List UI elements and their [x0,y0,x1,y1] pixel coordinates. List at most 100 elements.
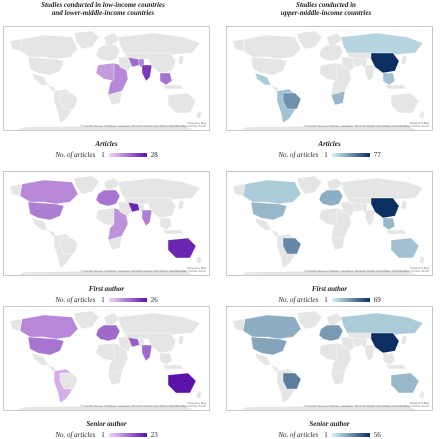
legend-min: 1 [324,430,328,439]
region-mexico [31,352,49,366]
region-australia [167,237,197,259]
region-indonesia [161,229,185,235]
region-s-africa [107,235,123,251]
world-map-svg [9,310,203,410]
region-antarctica [17,269,195,275]
map-attribution-powered: Powered by Bing [410,267,429,270]
region-usa [27,201,65,221]
region-brazil [282,372,302,390]
region-australia [390,237,420,259]
map-panel-5: Powered by Bing © Australian Bureau of S… [3,306,210,439]
region-uk-eu [318,324,344,342]
region-mexico [254,352,272,366]
region-japan [400,334,408,346]
panel-caption: Senior author [86,420,127,428]
legend-gradient-bar [331,297,370,302]
region-uk-eu [95,189,121,207]
region-china [147,332,177,354]
region-russia [340,32,424,56]
region-usa [250,201,288,221]
world-map-svg [232,30,426,130]
region-china [370,332,400,354]
region-central-asia [123,52,151,60]
region-alaska [232,318,246,332]
region-usa [250,56,288,76]
region-canada [19,314,79,340]
region-indonesia [161,84,185,90]
panel-caption: Senior author [309,420,350,428]
map-attribution: Powered by Bing © Australian Bureau of S… [304,402,429,408]
map-attribution-copyright: © Australian Bureau of Statistics, GeoNa… [303,125,429,128]
world-map: Powered by Bing © Australian Bureau of S… [3,306,210,411]
region-india [141,64,153,82]
world-map-svg [9,175,203,275]
legend-min: 1 [101,430,105,439]
region-russia [117,32,201,56]
map-attribution-copyright: © Australian Bureau of Statistics, GeoNa… [80,125,206,128]
region-australia [390,92,420,114]
region-central [47,364,57,372]
region-antarctica [240,404,418,410]
region-s-africa [330,90,346,106]
column-heading-left: Studies conducted in low-income countrie… [3,1,203,17]
region-mexico [31,217,49,231]
region-greenland [73,30,100,50]
map-panel-1: Powered by Bing © Australian Bureau of S… [3,26,210,159]
region-s-africa [330,235,346,251]
region-canada [242,314,302,340]
region-scandinavia [326,312,344,326]
region-central-asia [346,52,374,60]
legend-gradient-bar [108,152,147,157]
panel-caption: Articles [95,140,118,148]
world-map: Powered by Bing © Australian Bureau of S… [3,171,210,276]
region-india [141,209,153,227]
region-nz [418,110,426,120]
region-nz [195,255,203,265]
region-central-asia [123,197,151,205]
region-alaska [9,318,23,332]
region-india [364,64,376,82]
map-panel-4: Powered by Bing © Australian Bureau of S… [226,171,433,304]
legend-max: 77 [373,150,381,159]
region-greenland [296,310,323,330]
map-attribution: Powered by Bing © Australian Bureau of S… [304,267,429,273]
region-russia [340,177,424,201]
legend-label: No. of articles [55,295,96,304]
region-central-asia [123,332,151,340]
map-attribution-powered: Powered by Bing [410,402,429,405]
world-map: Powered by Bing © Australian Bureau of S… [226,26,433,131]
region-australia [390,372,420,394]
region-se-asia [159,352,173,366]
region-canada [19,34,79,60]
region-india [364,209,376,227]
region-central [270,84,280,92]
map-attribution-powered: Powered by Bing [410,122,429,125]
region-central-asia [346,197,374,205]
map-attribution: Powered by Bing © Australian Bureau of S… [81,402,206,408]
region-nz [418,255,426,265]
region-greenland [296,30,323,50]
region-russia [117,177,201,201]
map-legend: No. of articles 1 28 [3,150,210,159]
region-s-africa [107,370,123,386]
world-map: Powered by Bing © Australian Bureau of S… [226,171,433,276]
legend-min: 1 [101,150,105,159]
map-legend: No. of articles 1 69 [226,295,433,304]
region-scandinavia [326,177,344,191]
map-attribution-copyright: © Australian Bureau of Statistics, GeoNa… [303,270,429,273]
region-nz [195,110,203,120]
region-brazil [59,92,79,110]
map-attribution-powered: Powered by Bing [187,122,206,125]
world-map: Powered by Bing © Australian Bureau of S… [226,306,433,411]
map-legend: No. of articles 1 56 [226,430,433,439]
region-nz [418,390,426,400]
world-map-svg [232,310,426,410]
legend-label: No. of articles [278,430,319,439]
region-se-asia [159,72,173,86]
region-uk-eu [95,44,121,62]
region-nz [195,390,203,400]
legend-gradient-bar [331,152,370,157]
region-brazil [282,92,302,110]
region-usa [27,336,65,356]
map-attribution-powered: Powered by Bing [187,402,206,405]
